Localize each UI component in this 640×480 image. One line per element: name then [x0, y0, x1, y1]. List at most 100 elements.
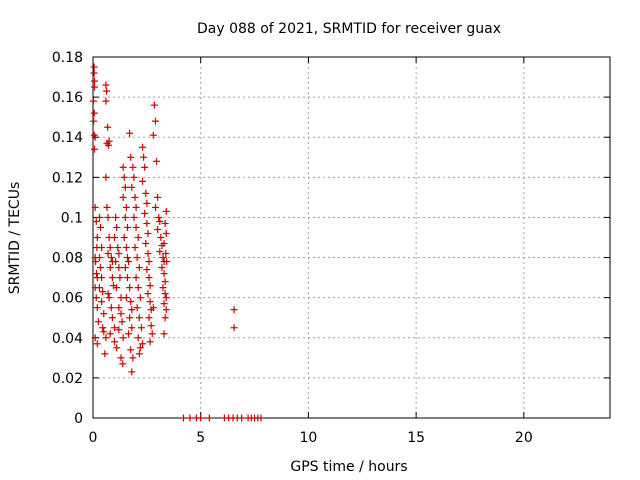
data-point: [160, 330, 168, 338]
data-point: [238, 414, 246, 422]
y-axis-label: SRMTID / TECUs: [7, 182, 23, 295]
data-point: [122, 203, 130, 211]
y-tick-label: 0.1: [61, 210, 83, 226]
data-point: [162, 250, 170, 258]
data-point: [106, 330, 114, 338]
data-point: [205, 414, 213, 422]
data-point: [125, 258, 133, 266]
data-point: [156, 248, 164, 256]
data-point: [139, 143, 147, 151]
data-point: [140, 153, 148, 161]
data-point: [102, 173, 110, 181]
data-point: [120, 234, 128, 241]
data-point: [92, 294, 100, 302]
data-point: [113, 284, 121, 292]
data-point: [103, 87, 111, 95]
data-point: [97, 223, 105, 231]
data-point: [121, 183, 129, 191]
data-point: [113, 223, 121, 231]
data-point: [144, 250, 152, 258]
data-point: [150, 101, 158, 109]
data-point: [106, 244, 114, 252]
x-tick-label: 20: [515, 430, 533, 446]
y-tick-label: 0.18: [52, 50, 83, 66]
data-point: [257, 414, 265, 422]
data-point: [145, 274, 153, 282]
data-point: [130, 173, 138, 181]
data-point: [162, 294, 170, 302]
data-point: [128, 368, 136, 376]
data-point: [104, 123, 112, 131]
y-tick-label: 0.06: [52, 291, 83, 307]
data-point: [107, 304, 115, 312]
data-point: [102, 334, 110, 342]
data-point: [123, 274, 131, 282]
data-point: [112, 213, 120, 221]
data-point: [133, 254, 141, 262]
data-point: [121, 264, 129, 272]
y-tick-label: 0.14: [52, 130, 83, 146]
x-tick-label: 5: [196, 430, 205, 446]
data-point: [132, 274, 140, 282]
data-point: [113, 344, 121, 352]
data-point: [151, 203, 159, 211]
data-point: [121, 213, 129, 221]
data-point: [106, 264, 114, 272]
data-points: [89, 63, 265, 422]
y-tick-label: 0.08: [52, 251, 83, 267]
data-point: [108, 274, 116, 282]
data-point: [100, 310, 108, 318]
data-point: [161, 278, 169, 286]
data-point: [142, 240, 150, 248]
data-point: [105, 137, 113, 145]
data-point: [134, 334, 142, 342]
data-point: [123, 223, 131, 231]
data-point: [186, 414, 194, 422]
data-point: [154, 193, 162, 201]
data-point: [119, 193, 127, 201]
data-point: [162, 229, 170, 237]
data-point: [132, 223, 140, 231]
data-point: [161, 314, 169, 322]
data-point: [136, 344, 144, 352]
x-tick-label: 15: [407, 430, 425, 446]
data-point: [93, 340, 101, 348]
data-point: [133, 304, 141, 312]
data-point: [91, 334, 99, 342]
data-point: [134, 284, 142, 292]
data-point: [144, 290, 152, 298]
data-point: [105, 294, 113, 302]
data-point: [155, 213, 163, 221]
data-point: [158, 264, 166, 272]
data-point: [159, 284, 167, 292]
y-tick-label: 0: [74, 411, 83, 427]
data-point: [92, 270, 100, 278]
data-point: [143, 199, 151, 207]
y-tick-label: 0.12: [52, 170, 83, 186]
data-point: [116, 274, 124, 282]
data-point: [117, 354, 125, 362]
data-point: [145, 258, 153, 266]
data-point: [115, 250, 123, 258]
data-point: [98, 274, 106, 282]
data-point: [147, 322, 155, 330]
data-point: [111, 234, 119, 241]
data-point: [162, 306, 170, 314]
data-point: [115, 326, 123, 334]
data-point: [125, 330, 133, 338]
y-tick-label: 0.16: [52, 90, 83, 106]
data-point: [135, 350, 143, 358]
data-point: [105, 141, 113, 149]
data-point: [179, 414, 187, 422]
data-point: [127, 298, 135, 306]
data-point: [104, 290, 112, 298]
data-point: [143, 266, 151, 274]
data-point: [162, 207, 170, 215]
data-point: [107, 254, 115, 262]
data-point: [114, 244, 122, 252]
data-point: [102, 81, 110, 89]
data-point: [146, 282, 154, 290]
data-point: [146, 298, 154, 306]
data-point: [149, 304, 157, 312]
